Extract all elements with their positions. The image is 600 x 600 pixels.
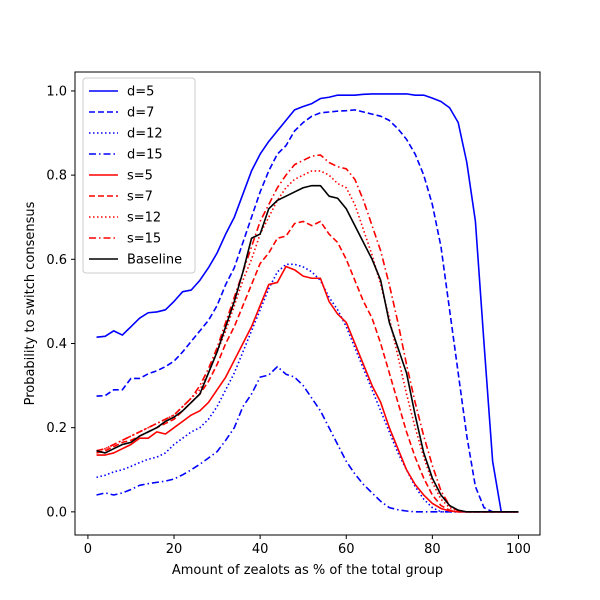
legend-label: s=5 xyxy=(127,169,153,184)
series-line-baseline xyxy=(96,184,519,513)
series-line-d-15 xyxy=(96,365,519,513)
x-tick-label: 100 xyxy=(506,542,531,557)
series-line-s-7 xyxy=(96,220,519,513)
x-tick-label: 0 xyxy=(84,542,92,557)
plot-frame xyxy=(74,71,541,536)
y-tick-label: 0.8 xyxy=(46,169,67,184)
x-tick-label: 80 xyxy=(424,542,441,557)
y-tick-label: 0.6 xyxy=(46,253,67,268)
x-axis-label: Amount of zealots as % of the total grou… xyxy=(172,563,443,578)
series-line-s-15 xyxy=(96,154,519,513)
series-line-d-12 xyxy=(96,263,519,513)
legend-label: d=12 xyxy=(127,127,163,142)
x-tick-label: 40 xyxy=(252,542,269,557)
plot-lines xyxy=(96,93,519,513)
y-tick-label: 0.0 xyxy=(46,505,67,520)
legend-label: s=12 xyxy=(127,211,161,226)
series-line-d-7 xyxy=(96,109,519,513)
legend-label: d=15 xyxy=(127,148,163,163)
y-axis-label: Probability to switch consensus xyxy=(23,201,38,405)
series-line-d-5 xyxy=(96,93,519,513)
legend-label: s=7 xyxy=(127,190,153,205)
legend-box xyxy=(82,77,196,274)
y-tick-label: 1.0 xyxy=(46,84,67,99)
legend-label: d=7 xyxy=(127,106,154,121)
series-line-s-12 xyxy=(96,170,519,513)
x-axis: 0 20 40 60 80 100 xyxy=(84,535,531,557)
y-axis: 0.0 0.2 0.4 0.6 0.8 1.0 xyxy=(46,84,75,520)
y-tick-label: 0.4 xyxy=(46,337,67,352)
y-tick-label: 0.2 xyxy=(46,421,67,436)
legend-label: Baseline xyxy=(127,253,182,268)
x-tick-label: 60 xyxy=(338,542,355,557)
series-line-s-5 xyxy=(96,265,519,513)
legend-label: d=5 xyxy=(127,85,154,100)
x-tick-label: 20 xyxy=(166,542,183,557)
legend: d=5 d=7 d=12 d=15 s=5 s=7 s=12 s=15 Baseline xyxy=(82,77,196,274)
legend-label: s=15 xyxy=(127,232,161,247)
